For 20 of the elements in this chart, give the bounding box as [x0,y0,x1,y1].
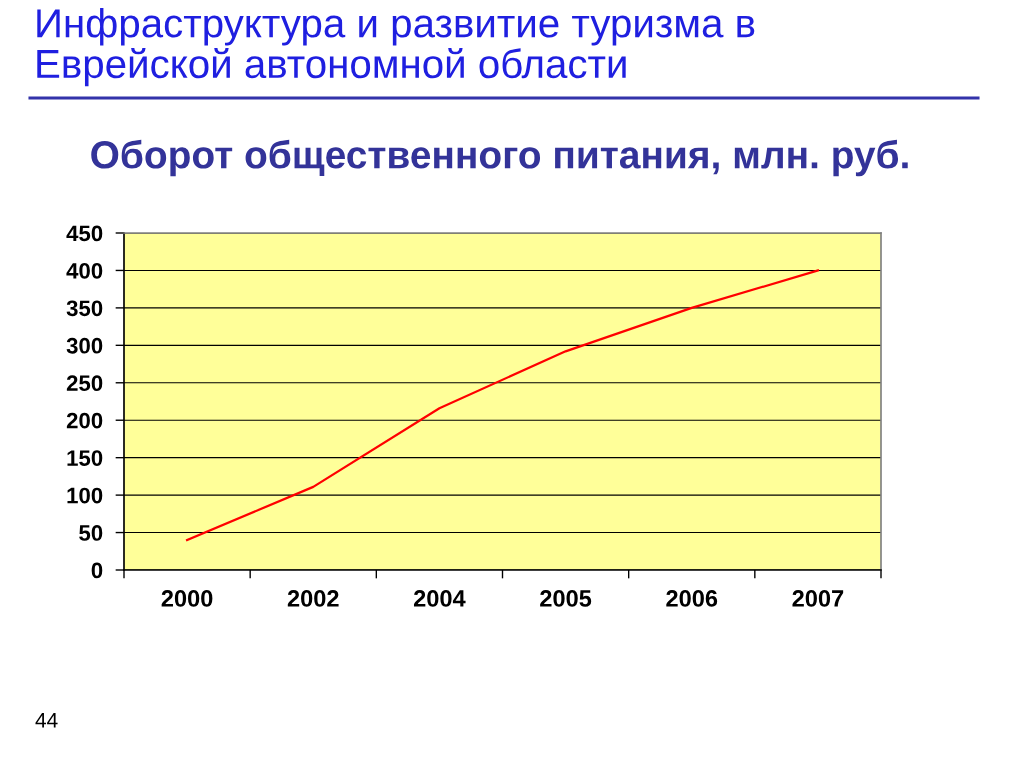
line-series [185,269,820,542]
y-tick-label: 300 [66,337,103,354]
y-tick-label: 250 [66,375,103,392]
y-tick-label: 350 [66,300,103,317]
y-tick-label: 450 [66,225,103,242]
y-tick-label: 150 [67,450,103,466]
x-tick-label: 2006 [666,590,718,607]
x-tick-label: 2002 [287,590,339,607]
y-tick-label: 100 [67,487,103,504]
x-tick-label: 2005 [540,590,592,607]
x-tick-label: 2000 [161,590,213,607]
y-tick-label: 50 [79,525,103,541]
y-tick-label: 0 [91,562,103,579]
y-tick-label: 400 [66,262,103,279]
x-tick-label: 2004 [413,590,466,607]
chart-title: Инфраструктура и развитие туризма в Еврейской автономной области [37,8,755,87]
text: 44 [35,713,58,728]
x-tick-label: 2007 [792,590,844,607]
chart-subtitle: Оборот общественного питания, млн. руб. [91,139,908,177]
y-tick-label: 200 [66,412,103,429]
